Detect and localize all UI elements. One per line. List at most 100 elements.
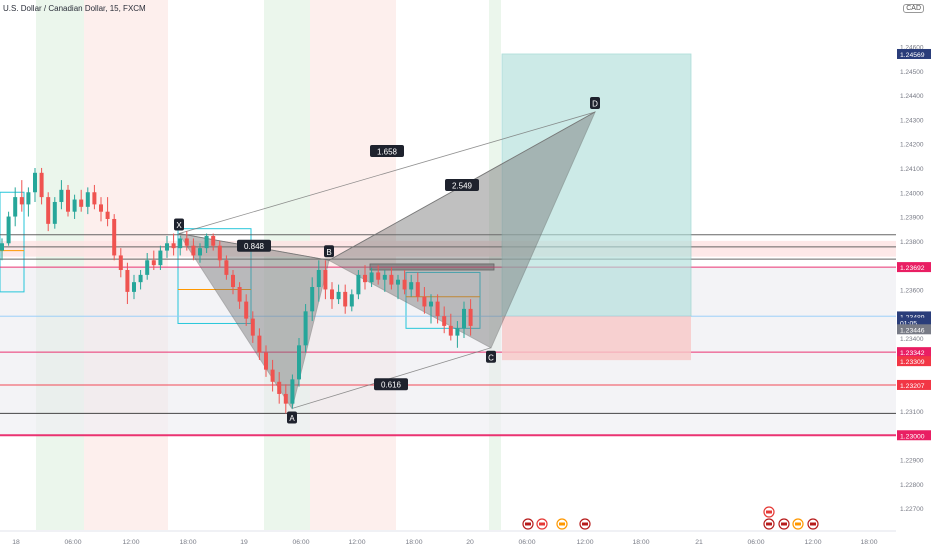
candle (429, 294, 433, 324)
price-axis[interactable]: 1.24600 1.24500 1.24400 1.24300 1.24200 1.241… (896, 0, 932, 550)
event-flag-stripe (525, 522, 531, 526)
candle-body (264, 352, 268, 370)
price-tick: 1.23400 (900, 336, 924, 343)
candles (0, 167, 473, 414)
candle (349, 289, 354, 312)
time-tick: 20 (466, 539, 474, 546)
ratio-line (178, 111, 596, 234)
price-badge: 1.23207 (897, 379, 931, 390)
candle-body (13, 197, 18, 217)
ratio-label-bg (237, 239, 271, 252)
price-tick: 1.22800 (900, 482, 924, 489)
candle-body (118, 255, 123, 271)
economic-events[interactable] (522, 506, 819, 530)
candle-body (250, 318, 255, 336)
candle (171, 233, 176, 256)
candle (125, 262, 130, 305)
time-axis[interactable]: 18 06:00 12:00 18:00 19 06:00 12:00 18:00 20 06:0… (0, 530, 932, 550)
candle-body (112, 218, 117, 256)
candle-body (290, 379, 295, 404)
candle (85, 187, 90, 215)
horizontal-levels (0, 234, 896, 437)
event-flag-stripe (539, 522, 545, 526)
candle-body (39, 172, 44, 198)
candle (290, 374, 295, 409)
candle-body (6, 216, 11, 244)
candle (99, 197, 103, 222)
candle (422, 287, 427, 314)
candle (217, 240, 222, 268)
candle (237, 282, 242, 309)
price-tick: 1.24500 (900, 69, 924, 76)
price-badge-text: 1.23000 (900, 433, 925, 440)
ratio-label-text: 1.658 (377, 147, 398, 156)
candle-body (52, 201, 57, 224)
price-tick: 1.23900 (900, 215, 924, 222)
time-tick: 18:00 (632, 539, 649, 546)
candle-body (244, 301, 249, 319)
time-tick: 06:00 (518, 539, 535, 546)
session-band (264, 0, 310, 530)
time-tick: 18:00 (860, 539, 877, 546)
event-flag-icon (778, 518, 790, 530)
event-flag-stripe (766, 510, 772, 514)
candle-body (151, 260, 156, 266)
event-flag-icon (556, 518, 568, 530)
candle (310, 277, 315, 322)
event-flag-stripe (582, 522, 588, 526)
price-badge: 1.23309 (897, 356, 931, 367)
candle (198, 243, 202, 263)
price-badge-text: 1.23692 (900, 265, 925, 272)
candle (369, 267, 374, 288)
candle (316, 260, 321, 302)
candle-body (92, 192, 97, 205)
supply-demand-zones (0, 191, 896, 436)
candle (250, 311, 255, 343)
candle-body (198, 248, 202, 256)
price-badge-bg (897, 347, 931, 358)
price-badge-bg (897, 324, 931, 335)
candle (455, 321, 460, 348)
price-badge: 1.23000 (897, 430, 931, 441)
candle (26, 187, 31, 217)
event-flag-icon (807, 518, 819, 530)
time-tick: 12:00 (122, 539, 139, 546)
candle-body (158, 250, 163, 266)
ratio-label-text: 0.848 (244, 242, 265, 251)
candle-body (79, 199, 84, 207)
price-badge-bg (897, 262, 931, 273)
candle-body (310, 287, 315, 312)
event-flag-stripe (781, 522, 787, 526)
price-badge: 1.23692 (897, 262, 931, 273)
candle (283, 384, 288, 414)
price-badge-text: 1.23446 (900, 327, 925, 334)
candle-body (422, 296, 427, 307)
price-tick: 1.22700 (900, 506, 924, 513)
currency-badge[interactable]: CAD (903, 4, 924, 13)
price-badge-text: 1.24569 (900, 52, 925, 59)
candle-body (316, 270, 321, 288)
candle-body (435, 301, 440, 317)
candle-body (277, 381, 282, 394)
candle-body (171, 243, 176, 249)
candle (132, 274, 136, 300)
range-zone (0, 267, 896, 414)
candle-body (396, 279, 400, 285)
candle (105, 197, 110, 227)
xa-box (177, 228, 252, 324)
symbol-title[interactable]: U.S. Dollar / Canadian Dollar, 15, FXCM (3, 4, 146, 13)
candle (13, 187, 18, 227)
point-label-text: A (289, 414, 295, 423)
point-label-x: X (174, 218, 184, 231)
event-flag-icon (579, 518, 591, 530)
candle-body (26, 192, 31, 205)
time-tick: 06:00 (292, 539, 309, 546)
event-flag-icon (522, 518, 534, 530)
time-tick: 18:00 (179, 539, 196, 546)
ratio-label: 2.549 (445, 178, 479, 191)
candle (79, 189, 84, 212)
price-tick: 1.24300 (900, 117, 924, 124)
candle-body (224, 260, 229, 275)
candle-body (138, 274, 143, 283)
